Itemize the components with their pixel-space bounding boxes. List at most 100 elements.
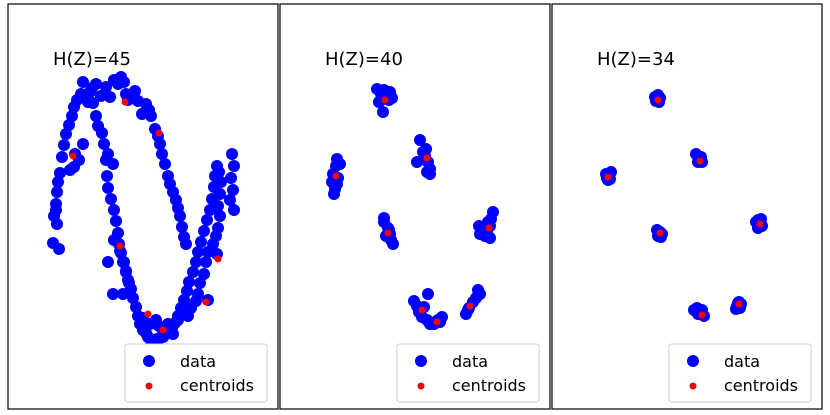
data-point [156, 148, 168, 160]
data-point [117, 288, 129, 300]
data-point [159, 158, 171, 170]
subplot-3: H(Z)=34 data centroids [551, 3, 823, 410]
legend-label-centroids: centroids [452, 376, 526, 395]
data-point [215, 176, 227, 188]
centroid-point [202, 298, 210, 306]
centroid-point [381, 96, 389, 104]
data-point [198, 268, 210, 280]
data-point [118, 76, 130, 88]
data-point [228, 160, 240, 172]
data-point [174, 210, 186, 222]
data-point [224, 194, 236, 206]
centroid-point [433, 318, 441, 326]
data-point [53, 243, 65, 255]
series-centroids [604, 96, 764, 319]
data-point [114, 245, 126, 257]
centroid-point [69, 152, 77, 160]
data-point [52, 176, 64, 188]
data-point [102, 148, 114, 160]
data-point [484, 232, 496, 244]
legend-marker-centroids [417, 382, 425, 390]
data-point [328, 188, 340, 200]
data-point [50, 204, 62, 216]
data-point [123, 277, 135, 289]
data-point [108, 204, 120, 216]
centroid-point [116, 242, 124, 250]
data-point [214, 210, 226, 222]
subplot-title: H(Z)=45 [53, 49, 131, 70]
data-point [192, 288, 204, 300]
data-point [101, 170, 113, 182]
subplot-2: H(Z)=40 data centroids [279, 3, 551, 410]
data-point [167, 328, 179, 340]
data-point [190, 256, 202, 268]
legend-label-centroids: centroids [180, 376, 254, 395]
centroid-point [384, 229, 392, 237]
legend: data centroids [396, 343, 540, 403]
legend-label-data: data [180, 352, 216, 371]
centroid-point [604, 173, 612, 181]
data-point [102, 182, 114, 194]
centroid-point [654, 96, 662, 104]
data-point [377, 106, 389, 118]
legend-marker-data [415, 355, 427, 367]
centroid-point [656, 229, 664, 237]
data-point [482, 216, 494, 228]
data-point [181, 285, 193, 297]
data-point [51, 218, 63, 230]
data-point [213, 166, 225, 178]
data-point [104, 91, 116, 103]
data-point [227, 184, 239, 196]
data-point [183, 276, 195, 288]
legend-marker-data [687, 355, 699, 367]
data-point [420, 143, 432, 155]
series-data [47, 71, 240, 346]
centroid-point [121, 98, 129, 106]
data-point [96, 127, 108, 139]
data-point [487, 206, 499, 218]
legend-box [396, 343, 540, 403]
legend-label-data: data [724, 352, 760, 371]
data-point [51, 186, 63, 198]
legend: data centroids [668, 343, 812, 403]
legend-box [124, 343, 268, 403]
data-point [130, 301, 142, 313]
data-point [200, 256, 212, 268]
centroid-point [756, 220, 764, 228]
data-point [414, 134, 426, 146]
legend: data centroids [124, 343, 268, 403]
data-point [214, 188, 226, 200]
centroid-point [698, 311, 706, 319]
series-centroids [69, 98, 222, 334]
data-point [102, 256, 114, 268]
data-point [58, 139, 70, 151]
data-point [77, 76, 89, 88]
centroid-point [214, 255, 222, 263]
data-point [198, 225, 210, 237]
data-point [77, 138, 89, 150]
centroid-point [418, 306, 426, 314]
data-point [120, 266, 132, 278]
data-point [108, 234, 120, 246]
data-point [154, 138, 166, 150]
data-point [474, 228, 486, 240]
data-point [334, 158, 346, 170]
data-point [225, 172, 237, 184]
data-point [162, 318, 174, 330]
data-point [118, 256, 130, 268]
centroid-point [735, 300, 743, 308]
centroid-point [696, 157, 704, 165]
legend-label-data: data [452, 352, 488, 371]
centroid-point [466, 302, 474, 310]
legend-marker-centroids [145, 382, 153, 390]
centroid-point [485, 224, 493, 232]
subplot-1: H(Z)=45 data centroids [7, 3, 279, 410]
data-point [95, 90, 107, 102]
legend-label-centroids: centroids [724, 376, 798, 395]
data-point [201, 214, 213, 226]
data-point [212, 222, 224, 234]
data-point [87, 97, 99, 109]
data-point [105, 193, 117, 205]
data-point [187, 266, 199, 278]
